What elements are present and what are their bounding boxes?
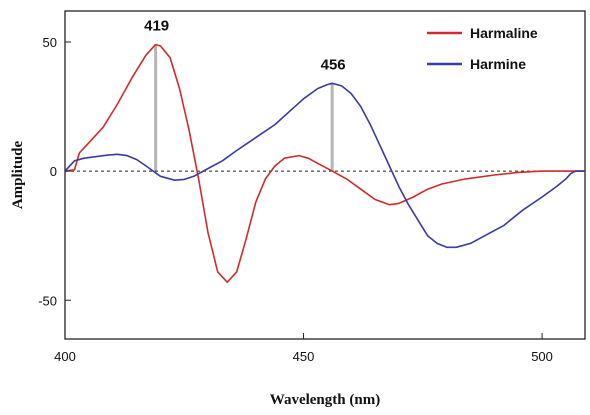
legend-label-harmine: Harmine <box>470 56 526 72</box>
legend: Harmaline Harmine <box>427 25 538 72</box>
x-tick-label: 500 <box>531 349 553 364</box>
plot-area <box>64 10 586 340</box>
series-group <box>64 43 585 283</box>
peak-annotations: 419 456 <box>144 18 346 172</box>
legend-label-harmaline: Harmaline <box>470 25 538 41</box>
y-tick-label: 0 <box>50 164 57 179</box>
plot-frame <box>64 10 586 340</box>
y-axis-title: Amplitude <box>10 140 26 209</box>
series-line-harmaline <box>64 43 585 283</box>
peak-label-419: 419 <box>144 18 169 35</box>
peak-label-456: 456 <box>321 56 346 73</box>
x-tick-label: 400 <box>54 349 76 364</box>
x-axis-title: Wavelength (nm) <box>270 392 380 408</box>
series-line-harmine <box>64 82 585 249</box>
y-tick-label: -50 <box>38 293 57 308</box>
x-tick-label: 450 <box>293 349 315 364</box>
y-tick-label: 50 <box>43 35 57 50</box>
